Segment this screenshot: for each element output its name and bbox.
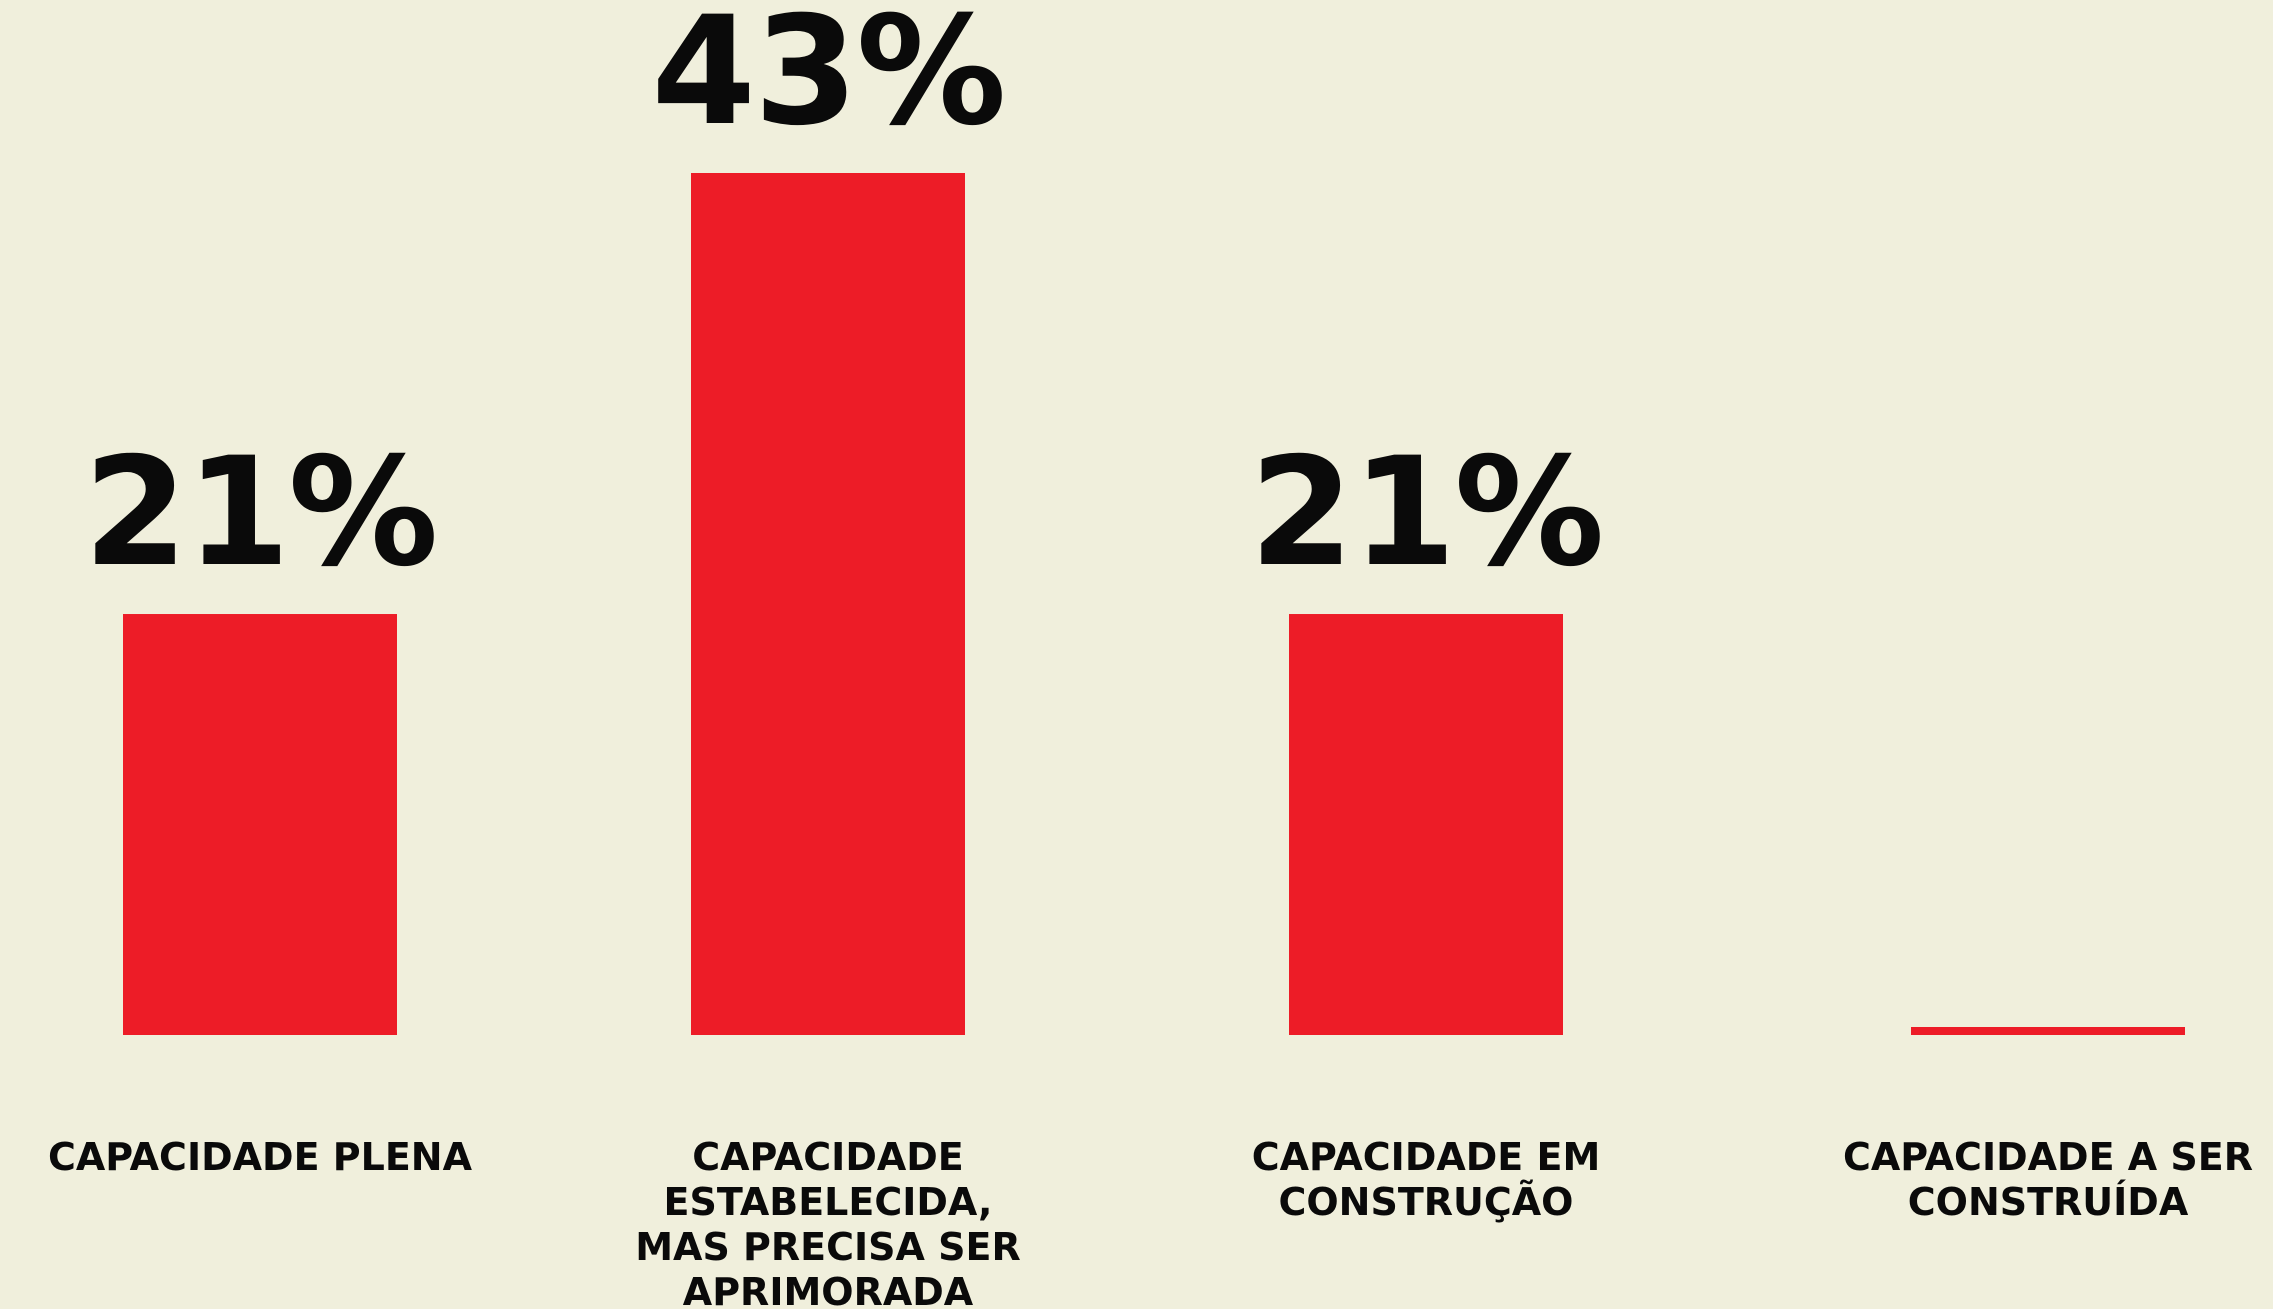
bar-4 — [1911, 1027, 2185, 1035]
category-labels-group: CAPACIDADE PLENA CAPACIDADE ESTABELECIDA, M… — [48, 1135, 2253, 1309]
bar-1 — [123, 614, 397, 1035]
category-label-2: CAPACIDADE ESTABELECIDA, MAS PRECISA SER AP… — [635, 1135, 1021, 1309]
category-label-1: CAPACIDADE PLENA — [48, 1135, 473, 1179]
category-label-line: MAS PRECISA SER — [635, 1225, 1021, 1269]
value-labels-group: 21% 43% 21% — [83, 0, 1604, 600]
category-label-line: ESTABELECIDA, — [664, 1180, 993, 1224]
category-label-line: CONSTRUÍDA — [1908, 1180, 2189, 1224]
category-label-4: CAPACIDADE A SER CONSTRUÍDA — [1843, 1135, 2253, 1224]
category-label-line: CAPACIDADE — [692, 1135, 964, 1179]
category-label-line: CAPACIDADE A SER — [1843, 1135, 2253, 1179]
bars-group — [123, 173, 2185, 1035]
bar-2 — [691, 173, 965, 1035]
category-label-3: CAPACIDADE EM CONSTRUÇÃO — [1252, 1135, 1601, 1224]
category-label-line: CAPACIDADE EM — [1252, 1135, 1601, 1179]
category-label-line: APRIMORADA — [683, 1270, 974, 1309]
value-label-2: 43% — [651, 0, 1004, 159]
bar-3 — [1289, 614, 1563, 1035]
category-label-line: CAPACIDADE PLENA — [48, 1135, 473, 1179]
value-label-3: 21% — [1249, 426, 1602, 600]
category-label-line: CONSTRUÇÃO — [1278, 1180, 1573, 1224]
value-label-1: 21% — [83, 426, 436, 600]
